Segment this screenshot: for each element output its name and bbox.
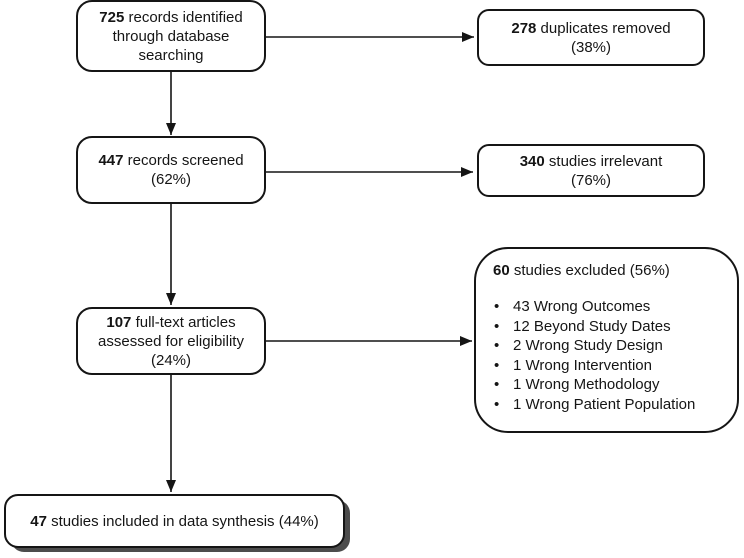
- exclusion-reason-label: 2 Wrong Study Design: [513, 337, 663, 354]
- exclusion-reason-label: 43 Wrong Outcomes: [513, 298, 651, 315]
- fulltext-assessed-count: 107: [106, 313, 132, 331]
- fulltext-assessed-label: full-text articles assessed for eligibil…: [98, 313, 244, 369]
- exclusion-reason-item: • 43 Wrong Outcomes: [494, 297, 729, 317]
- records-identified-label: records identified through database sear…: [112, 8, 243, 64]
- bullet-icon: •: [494, 356, 500, 374]
- records-screened-count: 447: [98, 152, 124, 169]
- exclusion-reason-item: • 1 Wrong Patient Population: [494, 395, 729, 415]
- records-screened-text: 447 records screened (62%): [98, 151, 243, 189]
- studies-excluded-header: 60 studies excluded (56%): [493, 261, 729, 280]
- exclusion-reasons-list: • 43 Wrong Outcomes • 12 Beyond Study Date…: [494, 297, 729, 414]
- studies-included-label: studies included in data synthesis (44%): [46, 512, 319, 530]
- exclusion-reason-label: 12 Beyond Study Dates: [513, 317, 671, 335]
- duplicates-removed-count: 278: [511, 19, 537, 37]
- bullet-icon: •: [494, 298, 500, 315]
- records-identified-count: 725: [99, 8, 125, 26]
- box-records-identified: 725 records identified through database …: [76, 0, 266, 72]
- bullet-icon: •: [494, 376, 500, 393]
- studies-excluded-label: studies excluded (56%): [509, 262, 670, 279]
- exclusion-reason-item: • 1 Wrong Intervention: [494, 356, 729, 376]
- exclusion-reason-item: • 12 Beyond Study Dates: [494, 317, 729, 337]
- box-fulltext-assessed: 107 full-text articles assessed for elig…: [76, 307, 266, 375]
- records-identified-text: 725 records identified through database …: [99, 8, 242, 65]
- bullet-icon: •: [494, 337, 500, 354]
- records-screened-label: records screened (62%): [127, 152, 244, 188]
- duplicates-removed-text: 278 duplicates removed (38%): [511, 19, 670, 57]
- box-studies-excluded: 60 studies excluded (56%) • 43 Wrong Outc…: [474, 247, 739, 433]
- box-duplicates-removed: 278 duplicates removed (38%): [477, 9, 705, 66]
- exclusion-reason-label: 1 Wrong Methodology: [513, 376, 660, 393]
- studies-excluded-count: 60: [493, 262, 510, 279]
- duplicates-removed-label: duplicates removed (38%): [540, 19, 671, 56]
- exclusion-reason-item: • 1 Wrong Methodology: [494, 375, 729, 395]
- exclusion-reason-label: 1 Wrong Intervention: [513, 356, 652, 374]
- studies-irrelevant-count: 340: [519, 152, 545, 170]
- bullet-icon: •: [494, 317, 500, 335]
- studies-irrelevant-text: 340 studies irrelevant (76%): [520, 152, 663, 190]
- studies-included-text: 47 studies included in data synthesis (4…: [30, 512, 319, 531]
- studies-irrelevant-label: studies irrelevant (76%): [548, 152, 663, 189]
- bullet-icon: •: [494, 395, 500, 413]
- box-studies-irrelevant: 340 studies irrelevant (76%): [477, 144, 705, 197]
- box-records-screened: 447 records screened (62%): [76, 136, 266, 204]
- studies-included-count: 47: [30, 512, 47, 530]
- exclusion-reason-item: • 2 Wrong Study Design: [494, 336, 729, 356]
- box-studies-included: 47 studies included in data synthesis (4…: [4, 494, 345, 548]
- fulltext-assessed-text: 107 full-text articles assessed for elig…: [98, 313, 244, 370]
- exclusion-reason-label: 1 Wrong Patient Population: [513, 395, 696, 413]
